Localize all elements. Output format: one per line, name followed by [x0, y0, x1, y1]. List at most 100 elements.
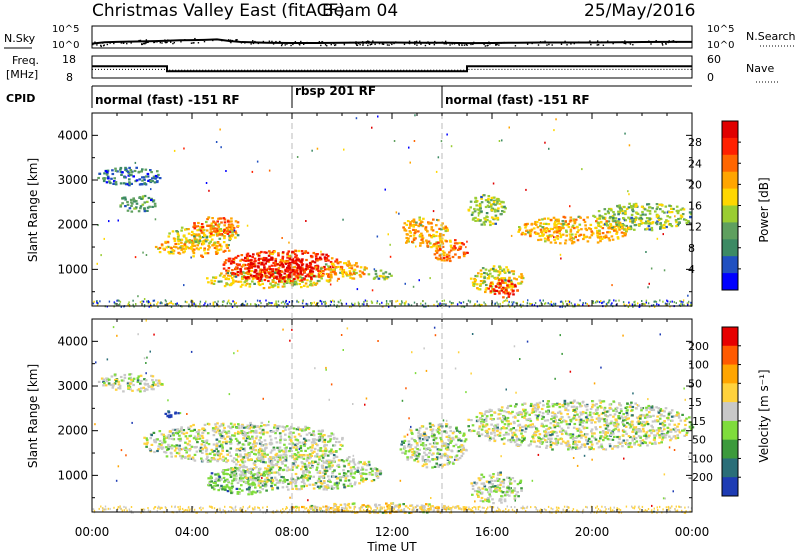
velocity-cell — [324, 449, 328, 453]
power-cell — [147, 179, 150, 182]
power-cell — [144, 168, 148, 171]
power-ground-cell — [379, 303, 381, 305]
velocity-cell — [293, 457, 296, 460]
velocity-cell — [335, 440, 338, 444]
power-cell — [306, 285, 309, 288]
velocity-cell — [443, 455, 447, 458]
power-noise-cell — [137, 295, 139, 298]
power-cell — [646, 227, 649, 230]
power-cell — [318, 271, 322, 274]
power-colorbar-swatch — [722, 137, 738, 156]
power-cell — [261, 282, 264, 285]
power-cell — [297, 273, 301, 276]
power-cell — [490, 209, 494, 212]
power-cell — [491, 275, 494, 278]
power-cell — [285, 275, 289, 278]
velocity-cell — [399, 448, 403, 451]
velocity-cell — [220, 444, 224, 447]
power-cell — [154, 245, 158, 249]
velocity-cell — [371, 473, 374, 476]
power-cell — [241, 271, 245, 274]
power-cell — [356, 265, 359, 268]
power-cell — [289, 271, 292, 274]
power-cell — [412, 234, 416, 237]
power-ground-cell — [499, 302, 501, 305]
velocity-cell — [227, 425, 230, 428]
nsky-point — [354, 42, 357, 45]
power-cell — [359, 266, 363, 269]
power-cell — [497, 290, 501, 293]
power-cell — [573, 222, 577, 225]
power-cell — [235, 256, 238, 259]
power-ground-cell — [508, 303, 510, 306]
power-cell — [197, 233, 201, 236]
velocity-cell — [213, 454, 216, 457]
power-cell — [605, 235, 608, 239]
power-ground-cell — [613, 299, 615, 302]
power-cell — [502, 210, 506, 213]
velocity-cell — [279, 467, 282, 470]
velocity-cell — [417, 432, 420, 435]
velocity-cell — [337, 465, 341, 468]
nsky-point — [590, 43, 592, 46]
nsky-point — [537, 44, 540, 46]
power-cell — [98, 172, 101, 175]
power-cell — [555, 227, 559, 230]
nsky-point — [378, 42, 381, 45]
power-cell — [449, 244, 453, 247]
velocity-cell — [320, 454, 324, 457]
power-cell — [577, 215, 581, 218]
power-cell — [256, 275, 260, 278]
velocity-cell — [201, 436, 205, 439]
power-cell — [297, 249, 301, 253]
nsky-point — [414, 41, 416, 43]
power-cell — [158, 246, 162, 250]
velocity-cell — [342, 469, 345, 472]
velocity-cell — [454, 458, 458, 461]
velocity-cell — [290, 440, 293, 443]
power-ground-cell — [274, 303, 276, 306]
velocity-cell — [313, 441, 316, 444]
power-ground-cell — [284, 301, 287, 304]
power-noise-cell — [440, 140, 443, 143]
velocity-cell — [107, 382, 111, 385]
power-ground-cell — [690, 304, 692, 306]
velocity-cell — [239, 447, 242, 451]
velocity-cell — [218, 440, 221, 443]
power-cell — [631, 220, 634, 223]
power-cell — [254, 265, 257, 268]
velocity-cell — [363, 461, 366, 464]
velocity-cell — [251, 443, 255, 446]
nsky-point — [165, 41, 167, 44]
power-ground-cell — [599, 301, 601, 304]
velocity-cell — [260, 448, 264, 451]
power-noise-cell — [404, 282, 406, 285]
power-cell — [241, 275, 244, 278]
nsky-point — [419, 40, 421, 42]
power-cell — [271, 280, 275, 283]
nsky-point — [623, 42, 625, 45]
power-cell — [172, 252, 175, 255]
velocity-cell — [279, 437, 283, 440]
nsky-point — [542, 41, 544, 43]
velocity-cell — [240, 465, 243, 468]
velocity-cell — [142, 386, 146, 389]
power-cell — [225, 277, 228, 280]
power-cell — [504, 279, 507, 282]
velocity-cell — [449, 429, 452, 433]
power-cell — [231, 231, 234, 234]
power-cell — [291, 257, 295, 260]
power-ground-cell — [601, 301, 604, 304]
velocity-cell — [298, 454, 301, 457]
power-cell — [621, 235, 625, 238]
power-cell — [547, 239, 550, 242]
velocity-cell — [304, 465, 307, 468]
velocity-cell — [226, 478, 229, 481]
velocity-cell — [216, 458, 220, 461]
nsky-point — [367, 44, 369, 47]
power-ground-cell — [275, 300, 277, 303]
power-cell — [358, 273, 362, 277]
power-ground-cell — [637, 302, 639, 305]
velocity-cell — [240, 459, 243, 462]
velocity-cell — [263, 480, 266, 483]
